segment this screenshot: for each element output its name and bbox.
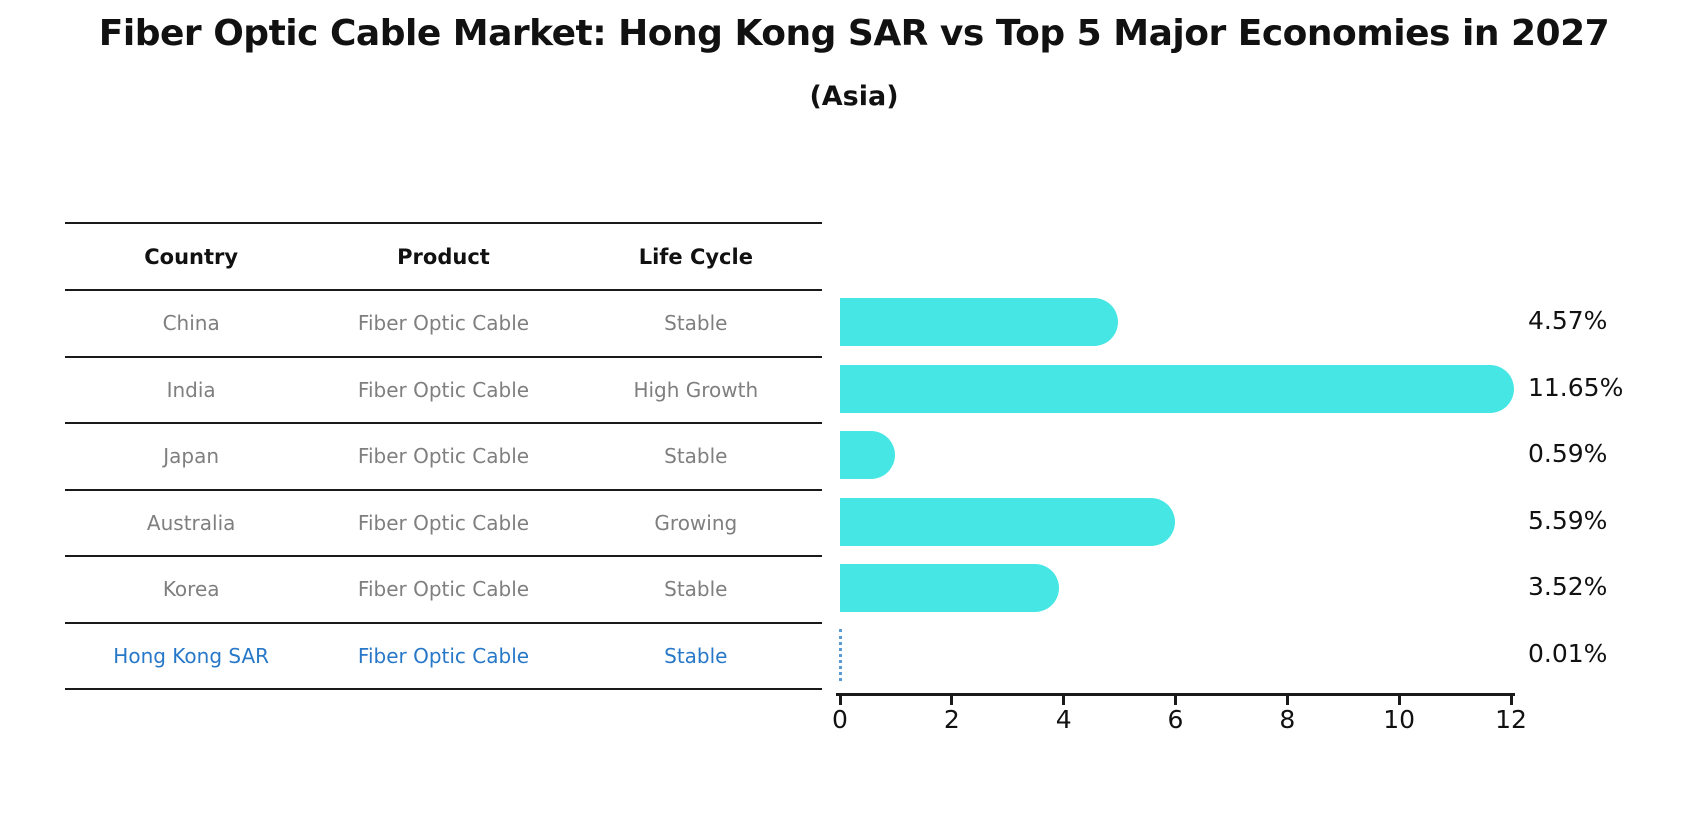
x-axis-tick	[950, 696, 954, 705]
value-label-china: 4.57%	[1528, 306, 1608, 336]
x-axis-line	[836, 693, 1515, 696]
x-axis-tick-label: 10	[1383, 705, 1416, 734]
table-header-row: Country Product Life Cycle	[65, 224, 822, 291]
cell-life-cycle: Stable	[664, 444, 728, 469]
value-label-australia: 5.59%	[1528, 505, 1608, 535]
x-axis-tick-label: 0	[832, 705, 848, 734]
column-header-product: Product	[397, 244, 490, 269]
x-axis-tick	[838, 696, 842, 705]
bar-china	[840, 298, 1118, 347]
table-row-australia: Australia Fiber Optic Cable Growing	[65, 491, 822, 557]
chart-title: Fiber Optic Cable Market: Hong Kong SAR …	[98, 13, 1610, 54]
cell-product: Fiber Optic Cable	[357, 311, 530, 336]
value-label-korea: 3.52%	[1528, 572, 1608, 602]
value-label-japan: 0.59%	[1528, 439, 1608, 469]
x-axis-tick	[1397, 696, 1401, 705]
cell-product: Fiber Optic Cable	[357, 377, 530, 402]
table-row-hong-kong-sar: Hong Kong SAR Fiber Optic Cable Stable	[65, 624, 822, 690]
x-axis-tick	[1285, 696, 1289, 705]
x-axis-tick	[1062, 696, 1066, 705]
table-row-japan: Japan Fiber Optic Cable Stable	[65, 424, 822, 491]
chart-subtitle: (Asia)	[809, 81, 899, 112]
bar-japan	[840, 431, 896, 480]
x-axis-tick-label: 6	[1167, 705, 1184, 734]
cell-life-cycle: Stable	[664, 311, 728, 336]
cell-life-cycle: High Growth	[633, 377, 759, 402]
country-table: Country Product Life Cycle China Fiber Op…	[65, 222, 822, 690]
x-axis-tick-label: 8	[1279, 705, 1296, 734]
bar-korea	[840, 564, 1060, 613]
table-row-india: India Fiber Optic Cable High Growth	[65, 358, 822, 424]
cell-life-cycle: Growing	[654, 510, 738, 535]
x-axis-tick-label: 2	[943, 705, 960, 734]
cell-product: Fiber Optic Cable	[357, 577, 530, 602]
cell-product: Fiber Optic Cable	[357, 510, 530, 535]
cell-country: Japan	[163, 444, 220, 469]
x-axis-tick	[1509, 696, 1513, 705]
column-header-country: Country	[144, 244, 239, 269]
column-header-life-cycle: Life Cycle	[638, 244, 753, 269]
bar-australia	[840, 497, 1175, 546]
bar-hong-kong-sar-marker	[839, 628, 842, 681]
cell-product: Fiber Optic Cable	[357, 643, 530, 668]
value-label-india: 11.65%	[1528, 372, 1624, 402]
value-label-hong-kong-sar: 0.01%	[1528, 638, 1608, 668]
x-axis-tick	[1174, 696, 1177, 705]
cell-life-cycle: Stable	[664, 577, 728, 602]
cell-country: India	[166, 377, 216, 402]
cell-country: Hong Kong SAR	[113, 643, 270, 668]
bar-india	[840, 364, 1514, 413]
x-axis-tick-label: 4	[1055, 705, 1072, 734]
cell-country: Australia	[146, 510, 236, 535]
cell-country: Korea	[162, 577, 220, 602]
table-row-china: China Fiber Optic Cable Stable	[65, 291, 822, 358]
table-row-korea: Korea Fiber Optic Cable Stable	[65, 557, 822, 624]
cell-life-cycle: Stable	[664, 643, 728, 668]
cell-country: China	[162, 311, 220, 336]
x-axis-tick-label: 12	[1495, 705, 1527, 734]
cell-product: Fiber Optic Cable	[357, 444, 530, 469]
